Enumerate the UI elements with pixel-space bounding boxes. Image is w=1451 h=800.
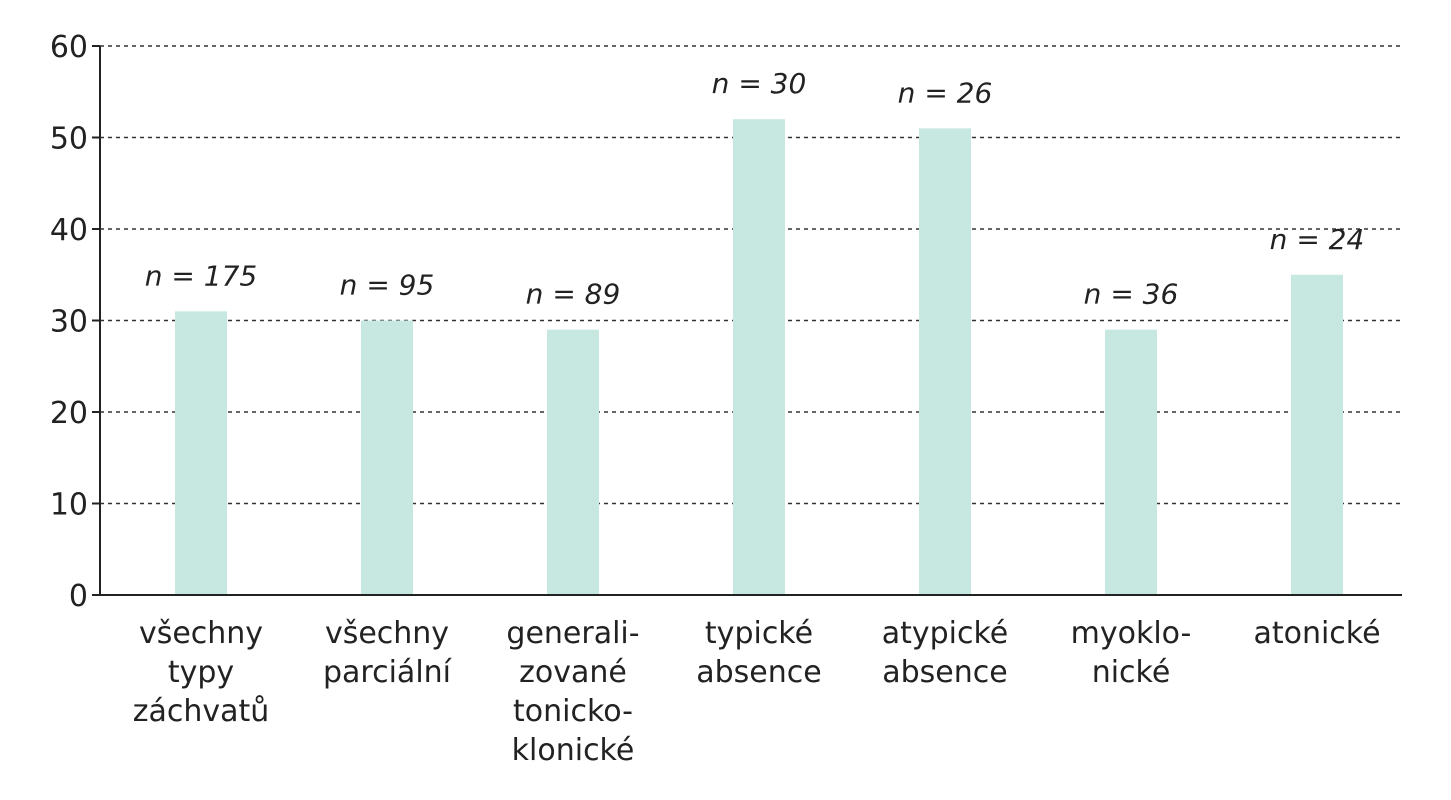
- bar-3: [547, 329, 599, 595]
- y-tick-label-30: 30: [50, 305, 88, 340]
- y-tick-label-40: 40: [50, 213, 88, 248]
- data-labels: n = 175 n = 95 n = 89 n = 30 n = 26 n = 36 n =…: [145, 67, 1365, 310]
- data-label-1: n = 175: [145, 259, 257, 292]
- bar-1: [175, 311, 227, 595]
- y-tick-label-20: 20: [50, 396, 88, 431]
- x-tick-label-4: typické absence: [696, 616, 821, 690]
- x-tick-label-6: myoklo-nické: [1071, 616, 1192, 690]
- x-tick-label-3: generali-zované tonicko-klonické: [506, 616, 639, 768]
- x-tick-label-2: všechny parciální: [323, 616, 453, 690]
- y-tick-label-50: 50: [50, 122, 88, 157]
- bar-7: [1291, 274, 1343, 595]
- x-tick-label-7: atonické: [1253, 616, 1380, 651]
- bars: [175, 119, 1343, 595]
- data-label-6: n = 36: [1084, 278, 1179, 311]
- bar-4: [733, 119, 785, 595]
- data-label-7: n = 24: [1270, 223, 1365, 256]
- bar-5: [919, 128, 971, 595]
- y-tick-label-10: 10: [50, 488, 88, 523]
- y-tick-labels: 0 10 20 30 40 50 60: [50, 30, 88, 614]
- axes: [92, 45, 1402, 596]
- data-label-5: n = 26: [898, 76, 993, 109]
- bar-6: [1105, 329, 1157, 595]
- x-tick-label-5: atypické absence: [882, 616, 1009, 690]
- data-label-4: n = 30: [712, 67, 807, 100]
- x-tick-label-1: všechny typy záchvatů: [133, 616, 270, 729]
- data-label-2: n = 95: [340, 269, 435, 302]
- y-tick-label-60: 60: [50, 30, 88, 65]
- data-label-3: n = 89: [526, 278, 621, 311]
- bar-2: [361, 320, 413, 595]
- x-tick-labels: všechny typy záchvatů všechny parciální gener…: [133, 616, 1381, 768]
- y-tick-label-0: 0: [69, 579, 88, 614]
